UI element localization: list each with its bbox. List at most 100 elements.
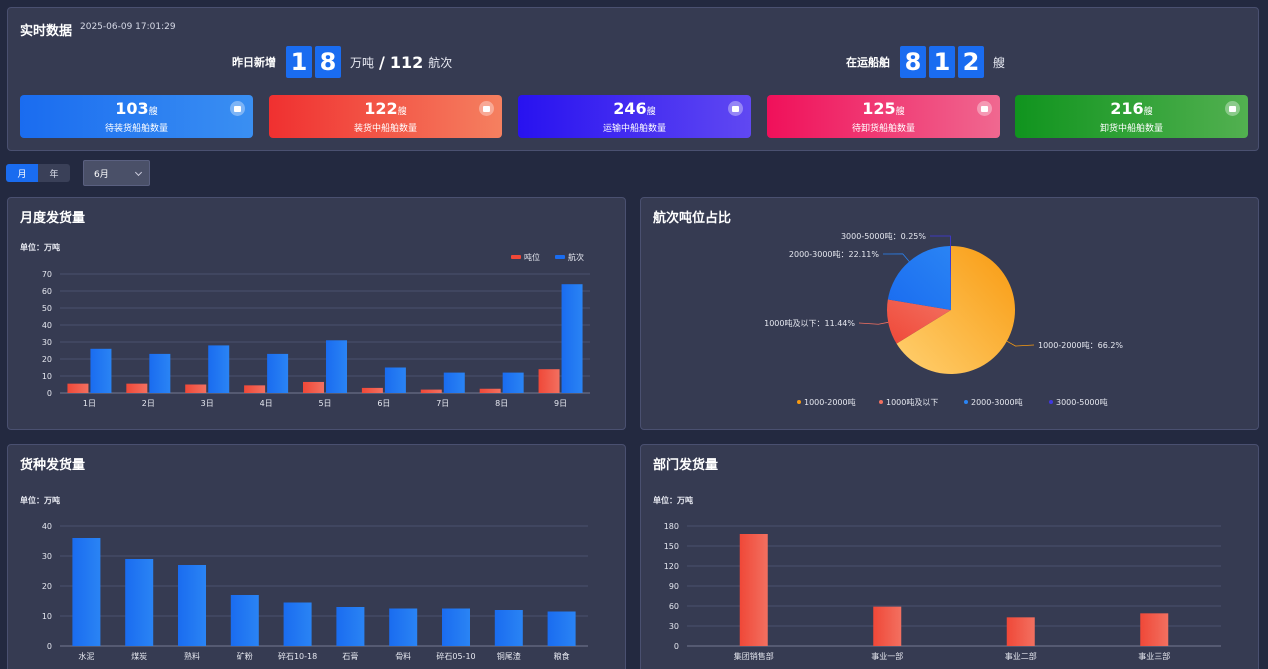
legend-label: 1000-2000吨 [804, 397, 856, 407]
x-tick-label: 1日 [83, 399, 96, 408]
x-tick-label: 矿粉 [237, 651, 253, 661]
unit-label: 单位：万吨 [20, 243, 60, 252]
card-number: 122 [364, 99, 398, 118]
status-card[interactable]: 103艘 待装货船舶数量 [20, 95, 253, 138]
bar [443, 372, 465, 393]
ship-icon [977, 101, 992, 116]
legend-swatch [511, 255, 521, 259]
realtime-panel: 实时数据 2025-06-09 17:01:29 昨日新增 1 8 万吨 / 1… [7, 7, 1259, 151]
ship-icon [728, 101, 743, 116]
month-select[interactable]: 6月 [83, 160, 150, 186]
status-card[interactable]: 125艘 待卸货船舶数量 [767, 95, 1000, 138]
bar [1006, 617, 1035, 646]
y-tick-label: 10 [42, 612, 52, 621]
toggle-year[interactable]: 年 [49, 169, 59, 180]
y-tick-label: 60 [42, 287, 52, 296]
pie-slice [887, 299, 951, 344]
bar [303, 381, 324, 393]
x-tick-label: 集团销售部 [734, 651, 774, 661]
status-card-value: 216艘 [1015, 99, 1248, 118]
status-card[interactable]: 122艘 装货中船舶数量 [269, 95, 502, 138]
card-number: 246 [613, 99, 647, 118]
pie-leader-line [1006, 340, 1035, 347]
y-tick-label: 120 [664, 562, 679, 571]
status-card-label: 卸货中船舶数量 [1099, 124, 1163, 134]
x-tick-label: 9日 [554, 399, 567, 408]
yesterday-voyages: 112 [389, 52, 424, 72]
card-number: 125 [862, 99, 896, 118]
panel-title: 部门发货量 [653, 458, 719, 473]
legend-label: 3000-5000吨 [1056, 397, 1108, 407]
x-tick-label: 6日 [377, 399, 390, 408]
bar [384, 367, 406, 393]
realtime-title: 实时数据 [20, 24, 73, 39]
x-tick-label: 熟料 [184, 651, 200, 661]
department-bar-chart: 0 30 60 90 120 150 180 集团销售部 事业一部 事业二部 事业三部 [664, 522, 1221, 661]
status-card[interactable]: 216艘 卸货中船舶数量 [1015, 95, 1248, 138]
legend-dot [879, 400, 883, 404]
cargo-bar-chart: 0 10 20 30 40 水泥 煤炭 熟料 矿粉 碎石10-18 石膏 骨料 碎石05-10 铜尾渣 粮食 [42, 522, 588, 661]
x-tick-label: 7日 [436, 399, 449, 408]
x-tick-label: 粮食 [554, 651, 570, 661]
bar [561, 284, 583, 393]
x-tick-label: 事业三部 [1138, 651, 1170, 661]
yesterday-digit: 8 [315, 46, 341, 78]
toggle-month[interactable]: 月 [6, 164, 38, 182]
pie-slice [949, 246, 951, 310]
pie-label: 1000-2000吨：66.2% [1038, 340, 1123, 350]
transit-digit: 8 [900, 46, 926, 78]
y-tick-label: 0 [674, 642, 679, 651]
legend-dot [797, 400, 801, 404]
transit-digit: 2 [958, 46, 984, 78]
bar [739, 534, 768, 646]
bar [361, 387, 383, 393]
legend-label: 吨位 [524, 252, 540, 262]
card-number: 216 [1110, 99, 1144, 118]
status-card[interactable]: 246艘 运输中船舶数量 [518, 95, 751, 138]
tonnage-pie-chart: 1000-2000吨：66.2% 1000吨及以下：11.44% 2000-3000… [764, 231, 1123, 407]
bar [283, 602, 312, 646]
y-tick-label: 0 [47, 642, 52, 651]
y-tick-label: 50 [42, 304, 52, 313]
bar [389, 608, 418, 646]
card-number: 103 [115, 99, 149, 118]
legend-label: 航次 [568, 252, 584, 262]
pie-leader-line [882, 253, 910, 262]
transit-unit: 艘 [993, 55, 1006, 70]
pie-label: 3000-5000吨：0.25% [841, 231, 926, 241]
status-card-label: 运输中船舶数量 [602, 124, 666, 134]
transit-digit: 1 [929, 46, 955, 78]
pie-leader-line [929, 235, 951, 247]
x-tick-label: 煤炭 [131, 651, 147, 661]
pie-slice [887, 246, 951, 310]
chevron-down-icon [134, 168, 143, 177]
ship-icon [1225, 101, 1240, 116]
x-tick-label: 8日 [495, 399, 508, 408]
tonnage-share-panel: 航次吨位占比 1000-2000吨：66.2% 1000吨及以下：11.44% 20… [640, 197, 1259, 430]
yesterday-unit-tons: 万吨 [350, 55, 375, 70]
yesterday-stat: 昨日新增 1 8 万吨 / 112 航次 [232, 45, 452, 79]
panel-title: 货种发货量 [20, 458, 86, 473]
x-tick-label: 水泥 [78, 651, 94, 661]
pie-label: 2000-3000吨：22.11% [789, 249, 880, 259]
x-tick-label: 碎石05-10 [436, 651, 475, 661]
card-unit: 艘 [397, 107, 407, 117]
bar [502, 372, 524, 393]
bar [873, 606, 902, 646]
y-tick-label: 20 [42, 355, 52, 364]
status-card-value: 103艘 [20, 99, 253, 118]
x-tick-label: 2日 [142, 399, 155, 408]
transit-label: 在运船舶 [846, 56, 890, 69]
department-panel: 部门发货量 单位：万吨 0 30 60 90 120 150 180 集团销售部 事业一部 事业二… [640, 444, 1259, 669]
bar [90, 348, 112, 393]
legend-swatch [555, 255, 565, 259]
x-tick-label: 5日 [318, 399, 331, 408]
y-tick-label: 60 [669, 602, 679, 611]
y-tick-label: 0 [47, 389, 52, 398]
x-tick-label: 骨料 [395, 651, 411, 661]
panel-title: 航次吨位占比 [653, 211, 732, 226]
x-tick-label: 事业二部 [1005, 651, 1037, 661]
period-toggle: 月 年 [6, 164, 70, 182]
pie-slice [896, 246, 1015, 374]
bar [494, 610, 523, 646]
